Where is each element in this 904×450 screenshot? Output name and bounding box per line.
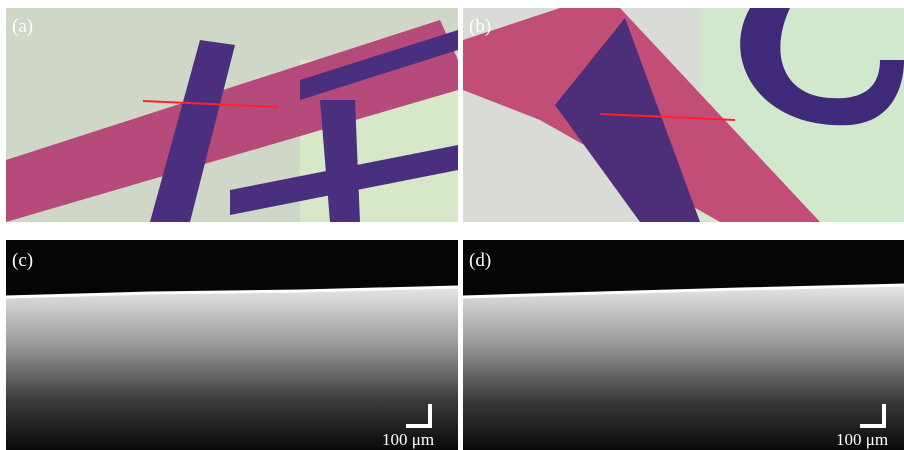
figure: (a) (b) (c) 100 μm (d) 100 μm [0,0,904,450]
panel-label: (d) [469,250,491,271]
photo-b [463,8,904,222]
panel-label: (b) [469,16,491,37]
photo-a [6,8,458,222]
panel-label: (a) [12,16,33,37]
scale-bar-label: 100 μm [382,430,434,449]
oct-c [6,240,458,450]
scale-bar-label: 100 μm [836,430,888,449]
oct-d [463,240,904,450]
panel-label: (c) [12,250,33,271]
